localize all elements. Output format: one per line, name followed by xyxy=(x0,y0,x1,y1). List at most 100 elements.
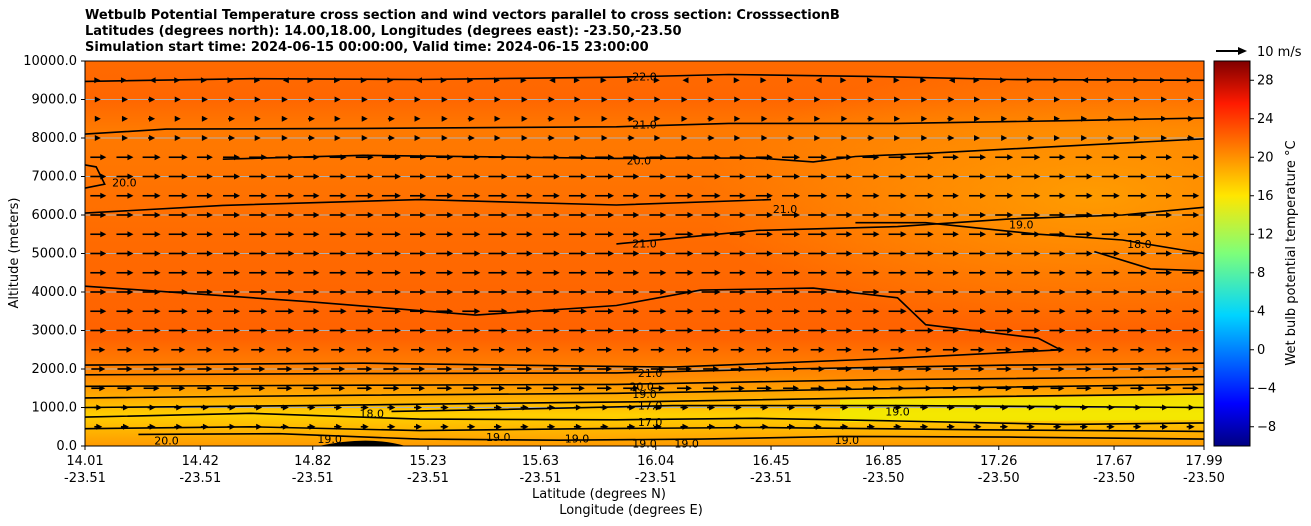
wind-vector-head xyxy=(229,135,236,141)
wind-vector-head xyxy=(580,212,587,218)
wind-vector-head xyxy=(1085,366,1092,372)
wind-reference-arrowhead xyxy=(1238,47,1247,55)
wind-vector-head xyxy=(467,77,474,84)
wind-vector-head xyxy=(952,212,959,218)
wind-vector-head xyxy=(845,366,852,372)
wind-vector-head xyxy=(580,269,587,276)
wind-vector-head xyxy=(288,250,295,257)
wind-vector-head xyxy=(233,385,240,392)
wind-vector-head xyxy=(1059,192,1066,199)
contour-label: 19.0 xyxy=(565,432,590,445)
y-tick-label: 10000.0 xyxy=(23,54,77,69)
wind-vector-head xyxy=(788,135,795,141)
wind-vector-head xyxy=(447,308,454,315)
wind-vector-head xyxy=(739,212,746,218)
wind-vector-head xyxy=(313,192,320,199)
wind-vector-head xyxy=(126,366,133,372)
wind-vector-head xyxy=(900,269,907,276)
wind-vector-head xyxy=(894,135,901,141)
wind-vector-head xyxy=(633,385,640,392)
wind-vector-head xyxy=(980,231,987,238)
wind-vector-head xyxy=(974,115,981,122)
wind-vector-head xyxy=(948,404,955,411)
wind-vector-head xyxy=(553,173,560,180)
wind-vector-head xyxy=(687,231,694,238)
x-tick-label-latitude: 16.04 xyxy=(637,454,674,469)
wind-vector-head xyxy=(1005,385,1012,392)
x-tick-label-latitude: 16.45 xyxy=(752,454,789,469)
wind-vector-head xyxy=(578,346,585,353)
wind-vector-head xyxy=(394,154,401,161)
wind-vector-head xyxy=(766,154,773,161)
wind-vector-head xyxy=(313,308,320,315)
x-tick-label-latitude: 14.01 xyxy=(66,454,103,469)
wind-vector-head xyxy=(281,115,288,122)
wind-vector-head xyxy=(1053,96,1060,103)
wind-vector-head xyxy=(340,231,347,238)
wind-vector-head xyxy=(1140,308,1147,315)
wind-vector-head xyxy=(526,385,533,392)
wind-vector-head xyxy=(474,154,481,161)
wind-vector-head xyxy=(313,250,320,257)
wind-vector-head xyxy=(846,173,853,180)
wind-vector-head xyxy=(868,115,875,122)
wind-vector-head xyxy=(446,366,453,372)
wind-vector-head xyxy=(367,231,374,238)
colorbar-tick-label: 12 xyxy=(1257,227,1274,242)
wind-vector-head xyxy=(206,192,213,199)
wind-vector-head xyxy=(714,212,721,218)
wind-vector-head xyxy=(1135,404,1142,411)
y-tick-label: 4000.0 xyxy=(32,285,78,300)
wind-vector-head xyxy=(580,231,587,238)
wind-vector-head xyxy=(873,308,880,315)
wind-vector-head xyxy=(633,308,640,315)
wind-vector-head xyxy=(367,269,374,276)
wind-vector-head xyxy=(469,404,476,411)
wind-vector-head xyxy=(952,269,959,276)
isotherm-17-upper xyxy=(391,404,1204,413)
wind-vector-head xyxy=(366,346,373,353)
wind-vector-head xyxy=(501,269,508,276)
wind-vector-head xyxy=(654,135,661,141)
wind-vector-head xyxy=(975,404,982,411)
wind-vector-head xyxy=(1138,366,1145,372)
wind-vector-head xyxy=(1166,269,1173,276)
wind-vector-head xyxy=(687,154,694,161)
wind-vector-head xyxy=(1193,250,1200,257)
wind-vector-head xyxy=(1166,289,1173,295)
wind-vector-head xyxy=(793,346,800,353)
wind-vector-head xyxy=(394,308,401,315)
wind-vector-head xyxy=(893,77,900,84)
wind-vector-head xyxy=(952,308,959,315)
chart-title-line-2: Latitudes (degrees north): 14.00,18.00, … xyxy=(85,24,682,39)
x-tick-label-latitude: 17.99 xyxy=(1185,454,1222,469)
wind-vector-head xyxy=(685,385,692,392)
wind-vector-head xyxy=(206,289,213,295)
wind-vector-head xyxy=(1140,192,1147,199)
wind-vector-head xyxy=(846,212,853,218)
wind-vector-head xyxy=(608,250,615,257)
wind-vector-head xyxy=(1001,135,1008,141)
wind-vector-head xyxy=(1166,173,1173,180)
x-tick-label-longitude: -23.50 xyxy=(1093,471,1135,486)
wind-vector-head xyxy=(494,115,501,122)
wind-vector-head xyxy=(1086,173,1093,180)
wind-vector-head xyxy=(153,346,160,353)
wind-vector-head xyxy=(553,250,560,257)
wind-vector-head xyxy=(548,115,555,122)
wind-vector-head xyxy=(176,423,183,430)
wind-vector-head xyxy=(127,289,134,295)
wind-vector-head xyxy=(633,173,640,180)
wind-vector-head xyxy=(281,96,288,103)
wind-vector-head xyxy=(633,231,640,238)
wind-vector-head xyxy=(1000,77,1007,84)
wind-vector-head xyxy=(233,366,240,372)
wind-vector-head xyxy=(94,115,101,122)
wind-vector-head xyxy=(714,231,721,238)
wind-vector-head xyxy=(308,115,315,122)
wind-vector-head xyxy=(575,423,582,430)
wind-vector-head xyxy=(606,385,613,392)
wind-vector-head xyxy=(254,77,261,84)
wind-vector-head xyxy=(841,96,848,103)
wind-vector-head xyxy=(793,385,800,392)
